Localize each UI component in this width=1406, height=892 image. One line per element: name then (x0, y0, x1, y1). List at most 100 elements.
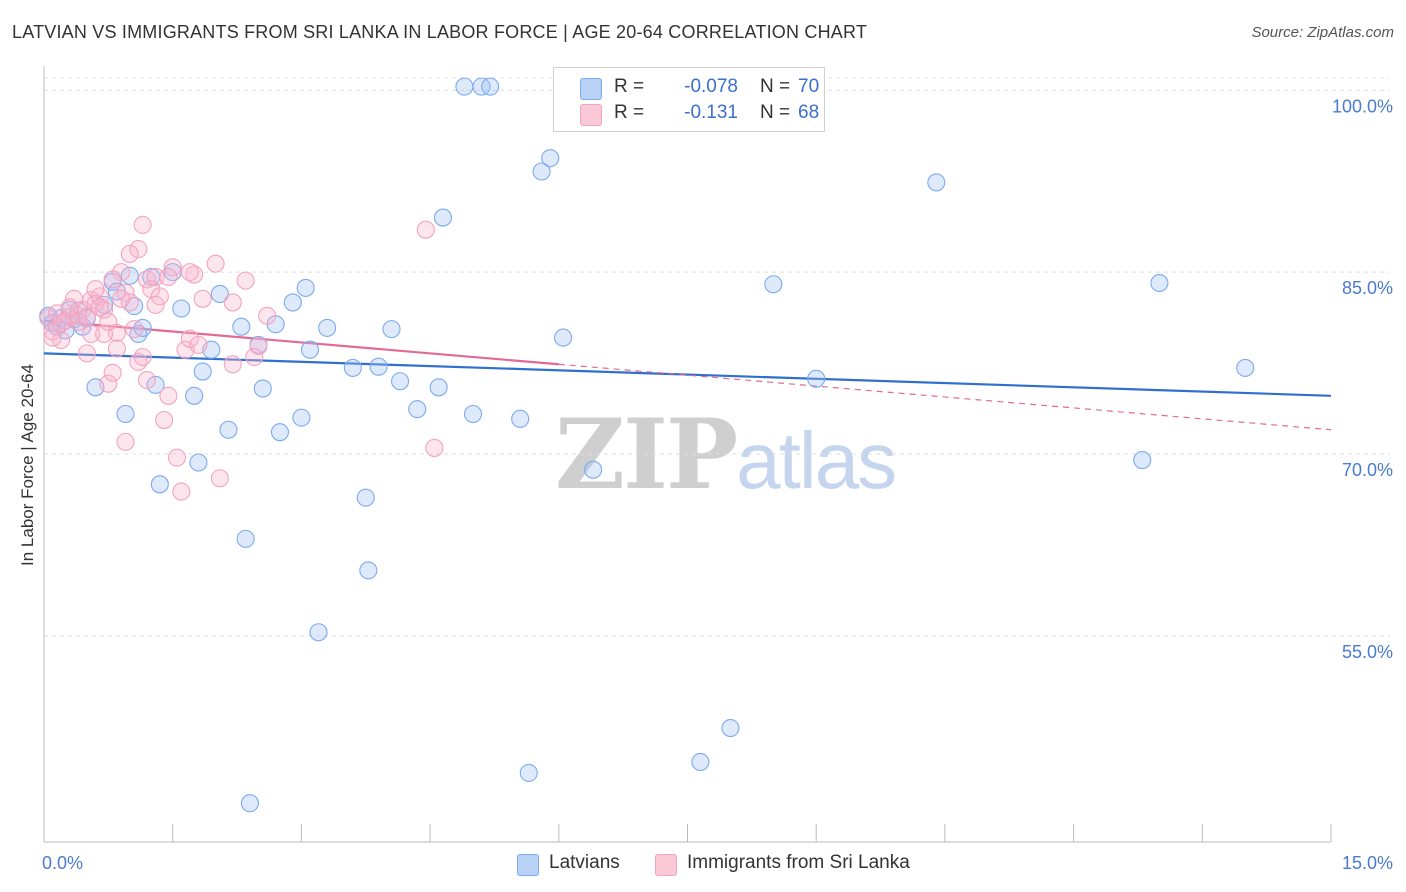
legend-n-value: 70 (798, 76, 820, 97)
point-latvians (807, 369, 826, 388)
point-srilanka (77, 344, 96, 363)
point-latvians (240, 794, 259, 813)
x-tick-label: 0.0% (42, 853, 83, 873)
legend-n-label: N = (760, 102, 791, 123)
axes (43, 66, 1332, 843)
point-latvians (584, 460, 603, 479)
point-latvians (1133, 451, 1152, 470)
stats-legend: R = -0.078 N = 70 R = -0.131 N = 68 (553, 67, 825, 132)
point-latvians (189, 453, 208, 472)
point-latvians (691, 752, 710, 772)
point-latvians (185, 386, 204, 405)
trend-line-srilanka (43, 319, 559, 366)
point-srilanka (193, 289, 212, 308)
bottom-legend-label-srilanka: Immigrants from Sri Lanka (687, 852, 910, 873)
point-latvians (253, 379, 272, 398)
point-srilanka (99, 312, 118, 331)
point-latvians (369, 357, 388, 376)
point-srilanka (77, 307, 96, 327)
point-srilanka (116, 432, 135, 451)
x-tick-label: 15.0% (1342, 853, 1393, 873)
point-latvians (433, 208, 453, 227)
point-srilanka (86, 280, 105, 299)
point-latvians (382, 320, 401, 339)
point-srilanka (60, 298, 79, 317)
watermark: ZIPatlas (555, 398, 897, 511)
bottom-legend-swatch-latvians (517, 854, 539, 876)
point-srilanka (43, 328, 62, 347)
point-latvians (541, 149, 560, 168)
chart-title: LATVIAN VS IMMIGRANTS FROM SRI LANKA IN … (12, 22, 868, 42)
tick-labels: 55.0% 70.0% 85.0% 100.0% 0.0% 15.0% (42, 96, 1393, 873)
point-srilanka (249, 337, 268, 356)
bottom-legend-swatch-srilanka (655, 854, 677, 876)
point-srilanka (112, 289, 131, 308)
point-srilanka (163, 258, 182, 277)
point-latvians (270, 423, 290, 442)
legend-n-value: 68 (798, 102, 820, 123)
trend-line-srilanka-extrapolated (558, 363, 1332, 431)
point-srilanka (180, 263, 199, 282)
point-latvians (455, 77, 474, 96)
point-srilanka (150, 287, 169, 306)
point-srilanka (210, 469, 229, 488)
point-latvians (463, 404, 483, 424)
point-srilanka (82, 324, 101, 344)
point-latvians (296, 278, 315, 297)
point-latvians (210, 284, 229, 304)
point-latvians (193, 362, 212, 381)
point-srilanka (95, 324, 114, 344)
point-srilanka (236, 271, 255, 290)
legend-r-value: -0.078 (684, 76, 738, 97)
point-srilanka (146, 267, 165, 287)
point-latvians (519, 763, 538, 782)
point-latvians (511, 409, 530, 428)
point-srilanka (99, 374, 118, 393)
point-latvians (292, 408, 311, 427)
point-latvians (1150, 273, 1169, 293)
point-latvians (532, 162, 551, 181)
point-latvians (1236, 358, 1255, 377)
point-srilanka (189, 335, 208, 354)
point-srilanka (258, 306, 277, 325)
legend-swatch-srilanka (580, 104, 602, 126)
watermark-atlas: atlas (736, 416, 897, 505)
point-srilanka (107, 339, 126, 358)
legend-swatch-latvians (580, 78, 602, 100)
point-srilanka (167, 448, 187, 467)
point-latvians (172, 299, 191, 318)
point-latvians (429, 378, 448, 397)
point-srilanka (137, 370, 157, 390)
point-latvians (721, 718, 740, 738)
trend-lines (43, 319, 1332, 431)
point-latvians (146, 375, 165, 394)
point-srilanka (223, 293, 242, 312)
point-srilanka (206, 254, 225, 273)
source-label: Source: ZipAtlas.com (1251, 24, 1394, 41)
point-latvians (481, 77, 500, 96)
y-tick-label: 85.0% (1342, 278, 1393, 298)
y-tick-label: 100.0% (1332, 96, 1393, 116)
trend-line-latvians (43, 352, 1332, 397)
point-latvians (219, 420, 238, 439)
point-latvians (764, 275, 783, 294)
point-latvians (927, 173, 946, 192)
legend-r-value: -0.131 (684, 102, 738, 123)
point-srilanka (245, 347, 264, 367)
point-latvians (391, 372, 410, 391)
point-srilanka (155, 410, 174, 430)
point-latvians (232, 317, 251, 336)
point-srilanka (120, 244, 139, 263)
point-srilanka (159, 267, 178, 287)
legend-r-label: R = (614, 102, 645, 123)
point-latvians (283, 293, 302, 312)
y-tick-label: 70.0% (1342, 460, 1393, 480)
point-srilanka (103, 363, 122, 382)
legend-n-label: N = (760, 76, 791, 97)
data-points (39, 77, 1255, 813)
point-srilanka (125, 320, 144, 339)
point-latvians (359, 561, 378, 580)
point-latvians (343, 358, 362, 377)
point-srilanka (146, 295, 165, 314)
